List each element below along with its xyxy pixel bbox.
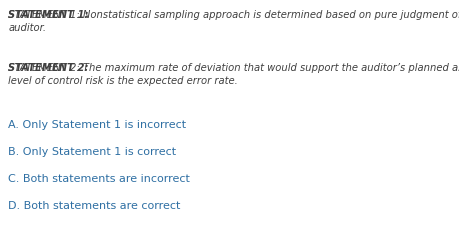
- Text: C. Both statements are incorrect: C. Both statements are incorrect: [8, 174, 190, 184]
- Text: STATEMENT 2:: STATEMENT 2:: [8, 63, 92, 73]
- Text: D. Both statements are correct: D. Both statements are correct: [8, 201, 180, 211]
- Text: STATEMENT 1: Nonstatistical sampling approach is determined based on pure judgme: STATEMENT 1: Nonstatistical sampling app…: [8, 10, 459, 33]
- Text: A. Only Statement 1 is incorrect: A. Only Statement 1 is incorrect: [8, 120, 186, 130]
- Text: STATEMENT 1:: STATEMENT 1:: [8, 10, 92, 20]
- Text: STATEMENT 2: The maximum rate of deviation that would support the auditor’s plan: STATEMENT 2: The maximum rate of deviati…: [8, 63, 459, 86]
- Text: B. Only Statement 1 is correct: B. Only Statement 1 is correct: [8, 147, 176, 157]
